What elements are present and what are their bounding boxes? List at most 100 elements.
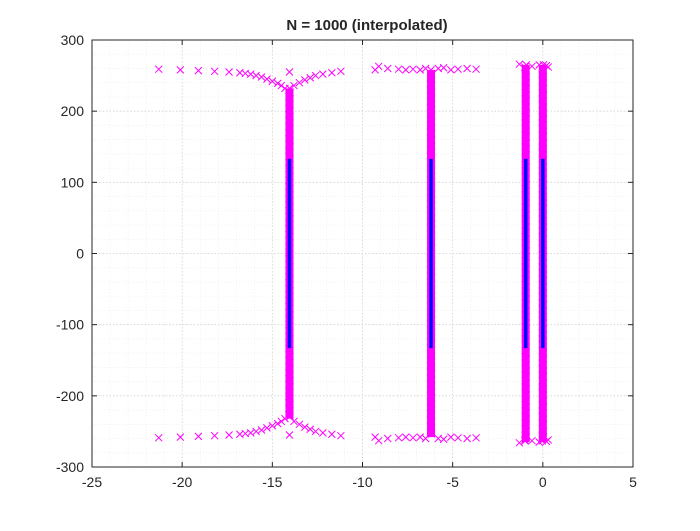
data-point-marker: [154, 65, 163, 74]
data-point-marker: [318, 428, 327, 437]
data-point-marker: [463, 64, 471, 73]
data-point-marker: [263, 75, 271, 83]
data-point-marker: [454, 433, 462, 442]
data-point-marker: [383, 64, 392, 73]
data-point-marker: [273, 419, 282, 428]
data-point-marker: [374, 62, 383, 71]
data-point-marker: [439, 435, 448, 444]
data-point-marker: [374, 436, 383, 445]
data-point-marker: [327, 68, 336, 77]
y-tick-label: -200: [56, 388, 84, 404]
data-point-marker: [246, 70, 255, 79]
axis-ticks: -25 -20 -15 -10 -5 0 5 -300 -200 -100 0 100 200 300: [56, 32, 637, 490]
x-tick-label: 0: [539, 474, 547, 490]
data-layer: [154, 60, 553, 447]
x-tick-label: -25: [82, 474, 102, 490]
data-point-marker: [383, 434, 392, 443]
dense-column-marker: [286, 412, 294, 421]
data-point-marker: [394, 433, 403, 442]
x-tick-label: -20: [172, 474, 192, 490]
data-point-marker: [252, 427, 260, 436]
data-point-marker: [439, 63, 448, 72]
data-point-marker: [472, 65, 480, 74]
data-point-marker: [257, 426, 266, 434]
data-point-marker: [472, 433, 480, 442]
data-point-marker: [447, 433, 455, 441]
data-point-marker: [285, 431, 294, 439]
data-point-marker: [544, 436, 553, 444]
data-point-marker: [520, 63, 529, 71]
data-point-marker: [544, 63, 553, 71]
x-tick-label: -15: [262, 474, 282, 490]
data-point-marker: [409, 65, 417, 74]
data-point-marker: [528, 436, 536, 445]
data-point-marker: [210, 67, 219, 76]
data-point-marker: [401, 66, 410, 74]
data-point-marker: [535, 438, 544, 446]
data-point-marker: [318, 70, 327, 79]
data-point-marker: [327, 430, 336, 439]
data-point-marker: [176, 66, 185, 74]
data-point-marker: [515, 438, 524, 447]
data-point-marker: [520, 436, 529, 444]
data-point-marker: [515, 60, 524, 69]
data-point-marker: [447, 66, 455, 74]
data-point-marker: [535, 61, 544, 69]
data-point-marker: [416, 66, 425, 74]
data-point-marker: [463, 434, 471, 443]
data-point-marker: [295, 78, 304, 87]
data-point-marker: [281, 414, 289, 423]
data-point-marker: [277, 81, 286, 90]
data-point-marker: [416, 433, 425, 441]
data-point-marker: [401, 433, 410, 441]
data-point-marker: [337, 431, 345, 440]
data-point-marker: [257, 73, 266, 81]
y-tick-label: -100: [56, 317, 84, 333]
data-point-marker: [290, 81, 298, 90]
data-point-marker: [421, 434, 430, 443]
data-point-marker: [290, 417, 298, 426]
data-point-marker: [306, 425, 315, 434]
data-point-marker: [225, 431, 233, 439]
data-point-marker: [268, 421, 277, 430]
data-point-marker: [295, 420, 304, 429]
data-point-marker: [306, 73, 315, 82]
x-tick-label: -10: [352, 474, 372, 490]
data-point-marker: [300, 423, 309, 432]
chart-title: N = 1000 (interpolated): [286, 17, 447, 34]
data-point-marker: [421, 64, 430, 73]
dense-column-marker: [427, 430, 436, 438]
data-point-marker: [311, 427, 320, 436]
data-point-marker: [281, 84, 289, 93]
x-tick-label: -5: [446, 474, 459, 490]
data-point-marker: [225, 68, 233, 76]
data-point-marker: [194, 66, 203, 75]
data-point-marker: [176, 433, 185, 441]
data-point-marker: [311, 71, 320, 80]
data-point-marker: [337, 67, 345, 76]
y-tick-label: 0: [76, 246, 84, 262]
y-tick-label: -300: [56, 459, 84, 475]
data-point-marker: [154, 433, 163, 442]
data-point-marker: [252, 71, 260, 80]
y-tick-label: 100: [61, 174, 85, 190]
data-point-marker: [454, 65, 462, 74]
data-point-marker: [409, 433, 417, 442]
y-tick-label: 200: [61, 103, 85, 119]
data-point-marker: [194, 432, 203, 441]
data-point-marker: [285, 68, 294, 76]
grid-lines: [91, 39, 634, 468]
data-point-marker: [263, 424, 271, 432]
data-point-marker: [300, 75, 309, 84]
y-tick-label: 300: [61, 32, 85, 48]
data-point-marker: [528, 62, 536, 71]
data-point-marker: [277, 417, 286, 426]
data-point-marker: [210, 431, 219, 440]
data-point-marker: [246, 428, 255, 437]
data-point-marker: [268, 77, 277, 86]
data-point-marker: [394, 65, 403, 74]
data-point-marker: [273, 79, 282, 88]
x-tick-label: 5: [629, 474, 637, 490]
